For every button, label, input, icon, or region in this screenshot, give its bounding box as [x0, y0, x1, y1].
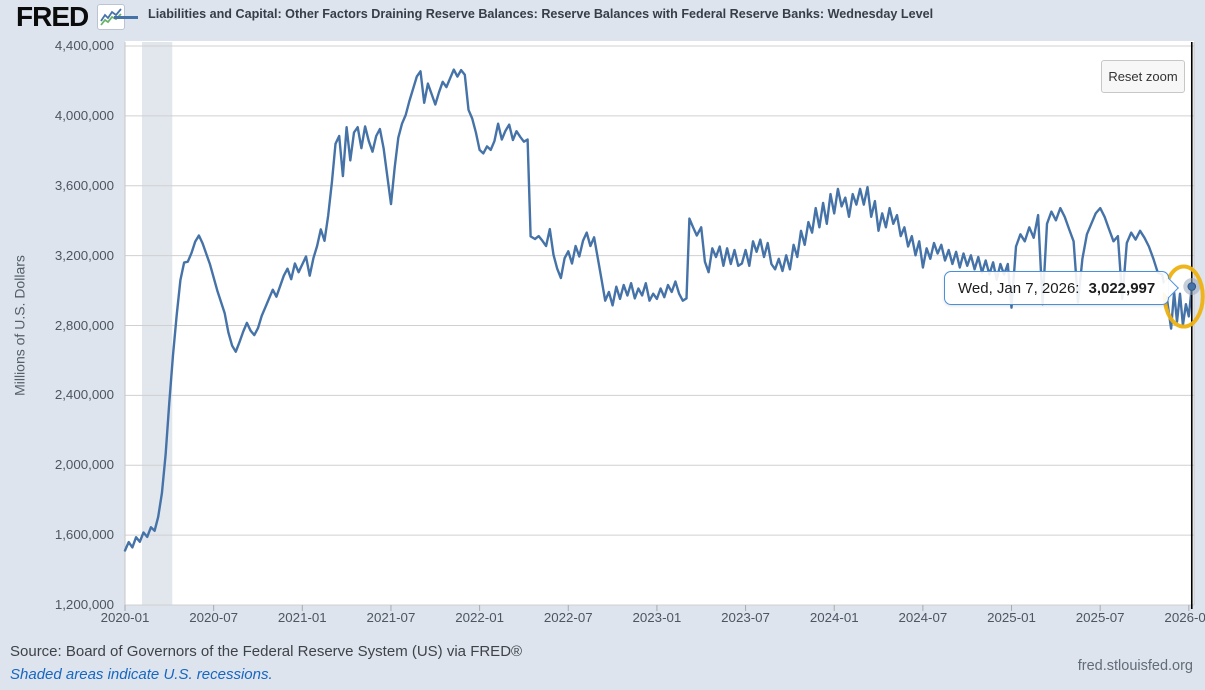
y-axis-title: Millions of U.S. Dollars [11, 255, 28, 396]
chart-title: Liabilities and Capital: Other Factors D… [148, 7, 934, 21]
reset-zoom-button[interactable]: Reset zoom [1101, 60, 1185, 93]
recessions-link[interactable]: Shaded areas indicate U.S. recessions. [10, 666, 273, 683]
x-tick-label: 2020-01 [100, 610, 150, 625]
fred-logo: FRED [16, 1, 89, 32]
x-tick-label: 2021-07 [366, 610, 416, 625]
tooltip-value: 3,022,997 [1088, 279, 1156, 297]
legend-line-marker [114, 16, 138, 19]
tooltip-date: Wed, Jan 7, 2026: [958, 279, 1080, 297]
y-tick-label: 3,600,000 [54, 177, 114, 193]
y-tick-label: 1,200,000 [54, 597, 114, 612]
x-tick-label: 2023-07 [721, 610, 770, 625]
x-tick-label: 2025-07 [1075, 610, 1125, 625]
site-label: fred.stlouisfed.org [1077, 658, 1193, 674]
x-tick-label: 2024-01 [809, 610, 859, 625]
y-tick-label: 1,600,000 [54, 527, 114, 543]
recession-band [141, 42, 173, 605]
x-tick-label: 2026-01 [1164, 610, 1205, 625]
x-tick-label: 2022-01 [455, 610, 505, 625]
y-tick-label: 4,400,000 [54, 38, 114, 53]
x-tick-label: 2020-07 [189, 610, 239, 625]
y-tick-label: 2,400,000 [54, 387, 114, 403]
y-tick-label: 3,200,000 [54, 247, 114, 263]
y-tick-label: 2,800,000 [54, 317, 114, 333]
x-tick-label: 2022-07 [543, 610, 593, 625]
x-tick-label: 2025-01 [987, 610, 1036, 625]
x-tick-label: 2021-01 [277, 610, 327, 625]
x-tick-label: 2023-01 [632, 610, 682, 625]
x-tick-label: 2024-07 [898, 610, 948, 625]
y-tick-label: 4,000,000 [54, 107, 114, 123]
plot-background[interactable] [125, 41, 1194, 605]
source-text: Source: Board of Governors of the Federa… [10, 643, 523, 660]
tooltip: Wed, Jan 7, 2026: 3,022,997 [944, 271, 1179, 305]
y-tick-label: 2,000,000 [54, 457, 114, 473]
highlight-marker[interactable] [1187, 282, 1197, 291]
